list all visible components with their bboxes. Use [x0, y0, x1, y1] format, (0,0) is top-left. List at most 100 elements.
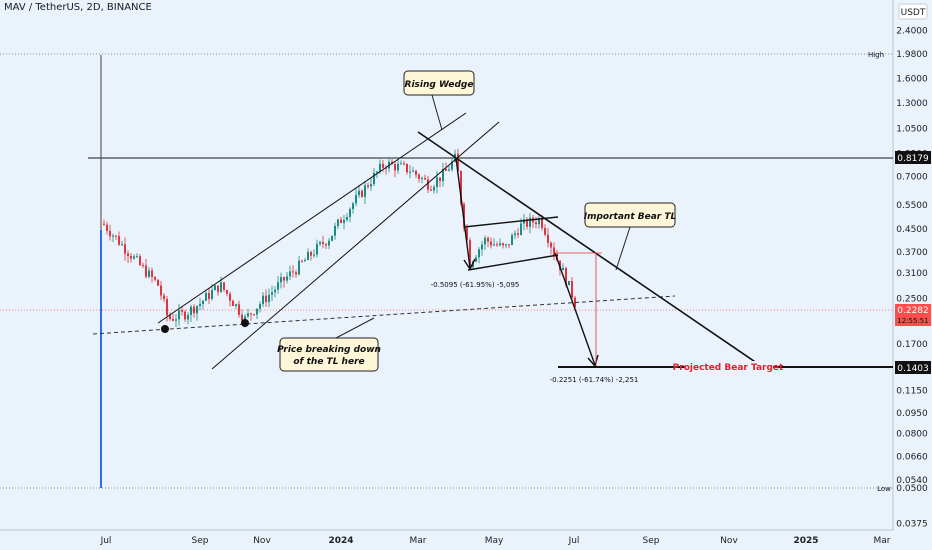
candle-body	[301, 260, 303, 262]
candle-body	[346, 216, 348, 220]
time-axis-ticks: Jul Sep Nov 2024 Mar May Jul Sep Nov 2025 Mar	[100, 536, 891, 546]
candle-body	[496, 244, 498, 246]
time-tick-3: 2024	[328, 536, 353, 546]
candle-body	[259, 304, 261, 309]
candle-body	[550, 242, 552, 248]
candle-body	[370, 184, 372, 187]
candle-body	[127, 253, 129, 256]
time-tick-8: Nov	[720, 536, 738, 546]
candle-body	[568, 281, 570, 286]
candle-body	[118, 236, 120, 245]
support-touch-point-1	[161, 325, 169, 333]
candle-body	[349, 209, 351, 217]
candle-body	[502, 243, 504, 246]
candle-body	[343, 219, 345, 224]
candle-body	[232, 300, 234, 306]
candle-body	[238, 304, 240, 315]
candle-body	[322, 241, 324, 245]
price-tick-3: 1.0500	[896, 124, 928, 134]
candle-body	[436, 177, 438, 187]
candle-body	[199, 303, 201, 307]
candle-body	[271, 292, 273, 295]
candle-body	[292, 271, 294, 273]
candle-body	[379, 163, 381, 172]
candle-body	[499, 243, 501, 246]
candle-body	[430, 189, 432, 191]
candle-body	[535, 222, 537, 225]
price-tick-12: 0.1150	[896, 387, 928, 397]
wedge-lower-line[interactable]	[211, 121, 500, 370]
candle-body	[433, 186, 435, 191]
price-tick-16: 0.0540	[896, 476, 928, 486]
flag-lower-line[interactable]	[467, 254, 559, 271]
price-tick-6: 0.5500	[896, 201, 928, 211]
candle-body	[241, 314, 243, 321]
candle-body	[133, 256, 135, 259]
price-tick-11: 0.1700	[896, 340, 928, 350]
rising-wedge-callout[interactable]	[403, 70, 475, 96]
candle-body	[163, 295, 165, 300]
candle-body	[178, 310, 180, 320]
breakdown-text-line2: of the TL here	[293, 357, 364, 367]
candle-body	[340, 219, 342, 224]
low-level-value: 0.0500	[896, 484, 928, 494]
high-level-value: 1.9800	[896, 50, 928, 60]
candle-body	[325, 244, 327, 246]
candle-body	[166, 299, 168, 316]
breakdown-callout[interactable]	[279, 337, 379, 372]
candle-body	[103, 223, 105, 225]
candle-body	[547, 234, 549, 243]
candle-body	[442, 168, 444, 182]
candle-body	[523, 219, 525, 224]
candle-body	[262, 295, 264, 305]
target-price-tag	[895, 361, 931, 374]
candle-body	[529, 217, 531, 227]
candle-body	[196, 306, 198, 314]
candle-body	[352, 203, 354, 210]
candle-body	[373, 172, 375, 185]
candle-body	[493, 244, 495, 246]
current-price-tag	[895, 304, 931, 326]
candle-body	[280, 277, 282, 283]
price-tick-1: 1.6000	[896, 74, 928, 84]
target-label-bg	[685, 361, 773, 373]
candle-body	[235, 304, 237, 306]
candle-body	[214, 285, 216, 291]
chart-title: MAV / TetherUS, 2D, BINANCE	[4, 2, 152, 13]
candle-body	[364, 185, 366, 197]
candle-body	[211, 290, 213, 299]
candle-body	[331, 235, 333, 241]
currency-badge[interactable]	[898, 3, 928, 20]
bear-trendline[interactable]	[417, 131, 771, 373]
candle-body	[181, 310, 183, 312]
candle-body	[553, 247, 555, 256]
candle-body	[418, 174, 420, 179]
candle-body	[328, 240, 330, 246]
candle-body	[538, 218, 540, 225]
candle-body	[439, 177, 441, 182]
time-tick-5: May	[485, 536, 504, 546]
price-axis[interactable]	[893, 0, 932, 550]
candle-body	[193, 306, 195, 314]
candle-body	[112, 235, 114, 237]
target-price-value: 0.1403	[897, 364, 929, 374]
candle-body	[316, 243, 318, 255]
candle-body	[220, 282, 222, 292]
candles-group	[103, 148, 576, 328]
flag-upper-line[interactable]	[463, 216, 559, 228]
candle-body	[139, 256, 141, 266]
candle-body	[148, 270, 150, 277]
wedge-upper-line[interactable]	[157, 112, 467, 324]
candle-body	[520, 223, 522, 235]
candle-body	[295, 272, 297, 275]
candle-body	[412, 170, 414, 172]
price-tick-0: 2.4000	[896, 26, 928, 36]
candle-body	[106, 224, 108, 231]
bear-tl-pointer	[615, 226, 631, 271]
candle-body	[283, 277, 285, 281]
candle-body	[202, 300, 204, 304]
breakdown-text-line1: Price breaking down	[277, 345, 381, 355]
support-touch-point-2	[241, 319, 249, 327]
support-trendline[interactable]	[92, 295, 676, 335]
